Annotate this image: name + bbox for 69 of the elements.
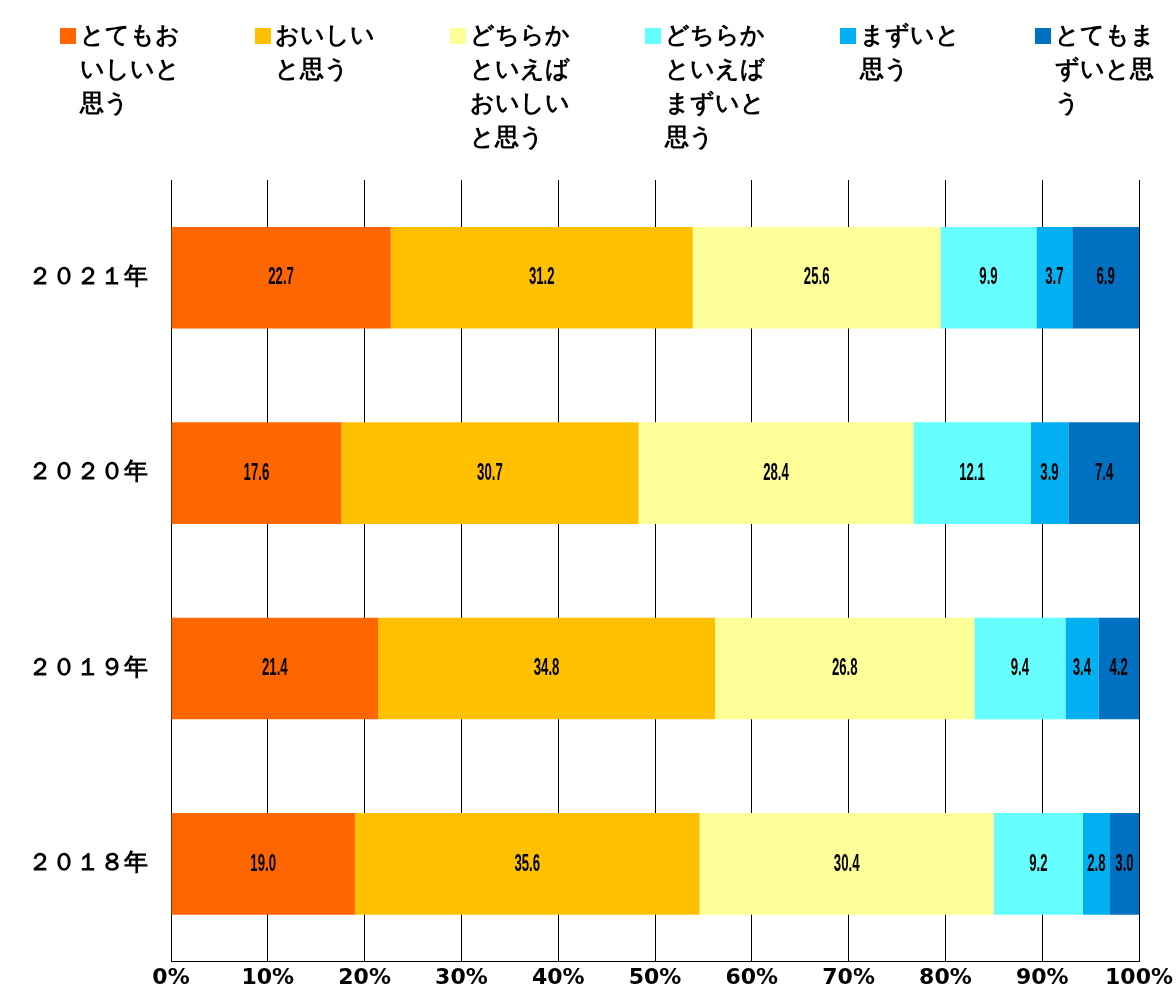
legend-label: おいしいと思う	[275, 20, 376, 85]
data-label: 3.4	[1072, 652, 1092, 681]
data-label: 2.8	[1087, 848, 1106, 876]
bar	[378, 617, 716, 720]
data-label: 26.8	[831, 652, 858, 681]
bar	[993, 813, 1083, 915]
bar	[1068, 422, 1140, 524]
bar	[1082, 813, 1110, 915]
data-label: 31.2	[528, 262, 555, 290]
bar	[715, 617, 975, 720]
legend-label: まずいと思う	[860, 20, 961, 85]
y-tick-label: ２０１８年	[28, 848, 148, 877]
data-label: 3.7	[1045, 262, 1064, 290]
x-tick-label: 60%	[725, 963, 779, 989]
bar	[171, 422, 342, 524]
data-label: 17.6	[243, 457, 270, 485]
bar	[692, 226, 941, 329]
x-tick-label: 80%	[919, 963, 972, 989]
x-tick-label: 50%	[628, 963, 682, 989]
x-tick-label: 10%	[241, 963, 295, 989]
data-label: 22.7	[268, 262, 294, 290]
data-label: 34.8	[533, 652, 560, 681]
data-label: 30.7	[477, 457, 503, 485]
x-tick-label: 30%	[435, 963, 488, 989]
bar	[638, 422, 914, 524]
bar	[699, 813, 994, 915]
bar	[1030, 422, 1069, 524]
data-label: 12.1	[959, 457, 986, 485]
bar	[974, 617, 1066, 720]
bar	[1036, 226, 1073, 329]
y-tick-label: ２０２０年	[28, 457, 148, 486]
data-label: 7.4	[1094, 457, 1114, 485]
bar	[171, 226, 391, 329]
bar	[1098, 617, 1140, 720]
legend-label: とてもまずいと思う	[1055, 20, 1156, 119]
bar	[1109, 813, 1140, 915]
x-tick-label: 40%	[531, 963, 585, 989]
bar	[171, 813, 355, 915]
legend-label: どちらかといえばおいしいと思う	[470, 20, 571, 153]
data-label: 30.4	[833, 848, 860, 876]
data-label: 4.2	[1109, 652, 1128, 681]
bar	[171, 617, 379, 720]
x-tick-label: 0%	[152, 963, 190, 989]
data-label: 28.4	[763, 457, 790, 485]
data-label: 19.0	[250, 848, 277, 876]
y-tick-label: ２０１９年	[28, 652, 148, 681]
x-tick-label: 20%	[338, 963, 391, 989]
y-tick-label: ２０２１年	[28, 261, 148, 290]
bar	[913, 422, 1031, 524]
bar	[940, 226, 1037, 329]
data-label: 6.9	[1096, 262, 1115, 290]
data-label: 3.9	[1040, 457, 1059, 485]
data-label: 9.4	[1010, 652, 1030, 681]
x-tick-label: 90%	[1015, 963, 1069, 989]
data-label: 35.6	[514, 848, 541, 876]
data-label: 21.4	[261, 652, 288, 681]
bar	[354, 813, 700, 915]
data-label: 9.9	[979, 262, 998, 290]
legend-label: とてもおいしいと思う	[80, 20, 181, 119]
x-tick-label: 100%	[1105, 963, 1173, 989]
data-label: 25.6	[803, 262, 830, 290]
data-label: 3.0	[1115, 848, 1134, 876]
bar	[1072, 226, 1140, 329]
bar	[1065, 617, 1099, 720]
bar	[341, 422, 639, 524]
bar	[390, 226, 693, 329]
legend-label: どちらかといえばまずいと思う	[665, 20, 766, 153]
x-tick-label: 70%	[822, 963, 875, 989]
data-label: 9.2	[1029, 848, 1048, 876]
